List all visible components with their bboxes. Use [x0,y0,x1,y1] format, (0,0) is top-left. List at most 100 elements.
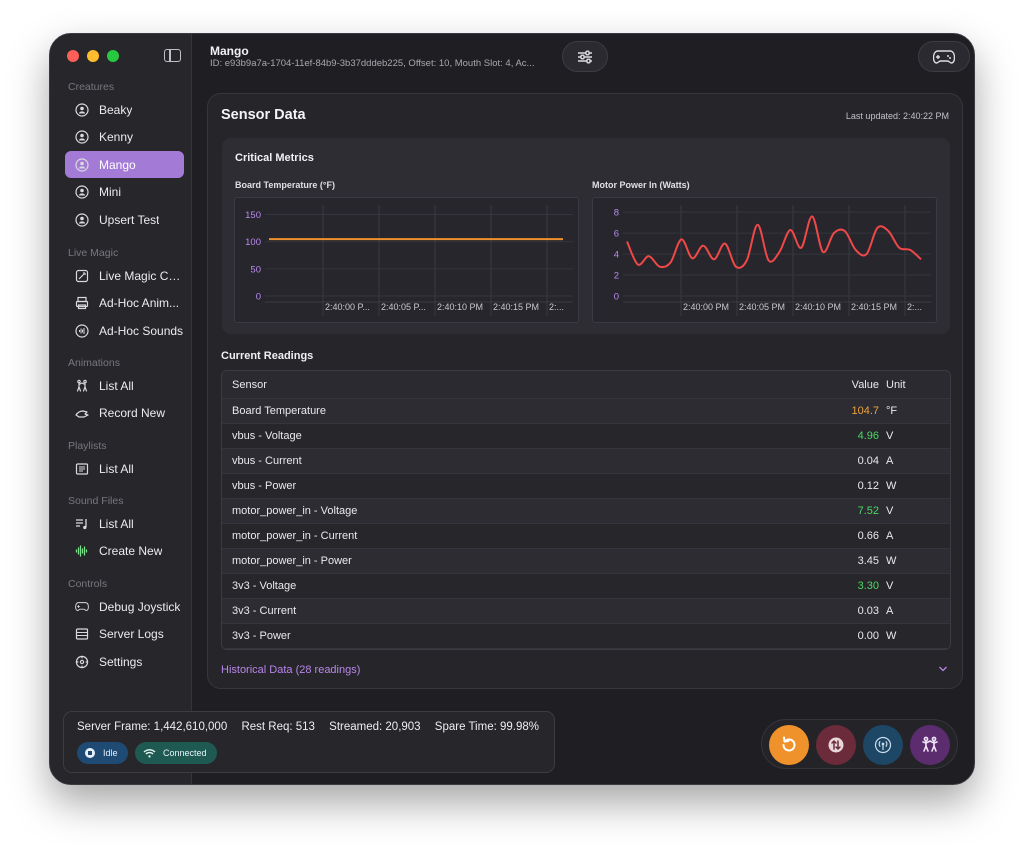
sidebar-item-kenny[interactable]: Kenny [65,124,184,151]
table-row[interactable]: vbus - Voltage 4.96 V [222,424,950,449]
table-header-row: Sensor Value Unit [222,371,950,399]
sensor-value: 4.96 [857,430,879,442]
sidebar-item-debug-joystick[interactable]: Debug Joystick [65,593,184,620]
header-sensor[interactable]: Sensor [232,378,267,391]
dance-icon [75,379,89,393]
sidebar-item-mango[interactable]: Mango [65,151,184,179]
sensor-name: vbus - Power [232,480,297,492]
sidebar-toggle-icon[interactable] [164,49,181,62]
sidebar-item-beaky[interactable]: Beaky [65,96,184,123]
table-row[interactable]: vbus - Power 0.12 W [222,474,950,499]
sensor-name: 3v3 - Power [232,630,291,642]
section-label: Playlists [68,440,107,452]
x-tick-label: 2:40:10 PM [795,302,841,312]
playlist-icon [75,462,89,476]
idle-label: Idle [103,748,118,758]
streamed-count: Streamed: 20,903 [329,721,421,733]
close-window-button[interactable] [67,50,79,62]
x-tick-label: 2:40:10 PM [437,302,483,312]
antenna-icon [874,736,892,754]
sound-icon [75,324,89,338]
zoom-window-button[interactable] [107,50,119,62]
refresh-icon [782,736,796,752]
sensor-unit: W [886,630,897,642]
table-row[interactable]: vbus - Current 0.04 A [222,449,950,474]
table-row[interactable]: 3v3 - Current 0.03 A [222,599,950,624]
sidebar-item-settings[interactable]: Settings [65,648,184,675]
panel-title: Sensor Data [221,107,306,123]
sidebar-item-record-new[interactable]: Record New [65,400,184,427]
x-tick-label: 2:... [549,302,564,312]
table-row[interactable]: motor_power_in - Power 3.45 W [222,549,950,574]
sensor-unit: A [886,455,894,467]
y-tick-label: 0 [256,292,261,303]
sidebar-item-list-all[interactable]: List All [65,372,184,399]
y-tick-label: 0 [614,292,619,303]
sidebar-item-ad-hoc-anim[interactable]: Ad-Hoc Anim... [65,290,184,317]
sensor-value: 0.03 [857,605,879,617]
gamepad-icon [933,49,955,64]
sidebar-item-list-all[interactable]: List All [65,455,184,482]
spare-time: Spare Time: 99.98% [434,721,539,733]
table-row[interactable]: motor_power_in - Voltage 7.52 V [222,499,950,524]
y-tick-label: 8 [614,208,619,219]
sensor-panel: Sensor Data Last updated: 2:40:22 PM Cri… [207,93,963,689]
sidebar-item-live-magic-co[interactable]: Live Magic Co... [65,262,184,289]
sidebar-item-server-logs[interactable]: Server Logs [65,621,184,648]
last-updated: Last updated: 2:40:22 PM [845,111,949,121]
printer-icon [75,296,89,310]
sidebar-item-label: Settings [99,654,143,669]
sidebar-item-mini[interactable]: Mini [65,179,184,206]
settings-sliders-button[interactable] [562,41,608,72]
sidebar-item-label: List All [99,378,134,393]
sidebar-item-label: List All [99,461,134,476]
sync-button[interactable] [816,725,856,765]
header-value[interactable]: Value [851,378,879,391]
gamepad-button[interactable] [918,41,970,72]
table-row[interactable]: 3v3 - Power 0.00 W [222,624,950,649]
sensor-unit: °F [886,405,898,417]
animate-button[interactable] [910,725,950,765]
sidebar-item-label: Mango [99,157,136,172]
table-row[interactable]: motor_power_in - Current 0.66 A [222,524,950,549]
sensor-value: 0.04 [857,455,879,467]
table-row[interactable]: 3v3 - Voltage 3.30 V [222,574,950,599]
y-tick-label: 50 [250,264,261,275]
sidebar: Creatures Beaky Kenny Mango Mini Upsert Test L… [50,34,192,784]
minimize-window-button[interactable] [87,50,99,62]
sidebar-item-label: Ad-Hoc Anim... [99,296,180,311]
historical-data-toggle[interactable]: Historical Data (28 readings) [221,664,361,676]
sensor-unit: W [886,555,897,567]
sidebar-item-upsert-test[interactable]: Upsert Test [65,206,184,233]
series-line [626,215,922,269]
gamepad-icon [75,600,89,614]
sidebar-item-create-new[interactable]: Create New [65,538,184,565]
creature-icon [75,213,89,227]
y-tick-label: 2 [614,271,619,282]
critical-metrics-card: Critical Metrics Board Temperature (°F) … [222,138,950,334]
sensor-name: 3v3 - Voltage [232,580,297,592]
sensor-unit: W [886,480,897,492]
sensor-unit: A [886,530,894,542]
y-tick-label: 4 [614,250,619,261]
table-row[interactable]: Board Temperature 104.7 °F [222,399,950,424]
x-tick-label: 2:40:15 PM [851,302,897,312]
metrics-title: Critical Metrics [235,152,314,164]
broadcast-button[interactable] [863,725,903,765]
sidebar-item-ad-hoc-sounds[interactable]: Ad-Hoc Sounds [65,317,184,344]
chevron-down-icon[interactable] [938,664,948,674]
arrows-swap-icon [828,737,844,753]
creature-icon [75,102,89,117]
chart-title-temperature: Board Temperature (°F) [235,180,335,190]
readings-table: Sensor Value Unit Board Temperature 104.7… [221,370,951,650]
sidebar-item-list-all[interactable]: List All [65,510,184,537]
section-label: Controls [68,578,108,590]
pause-icon [85,748,95,758]
sidebar-item-label: Upsert Test [99,212,160,227]
creature-icon [75,130,89,144]
creature-title: Mango [210,44,249,58]
sensor-name: vbus - Voltage [232,430,302,442]
sensor-unit: V [886,580,894,592]
reset-button[interactable] [769,725,809,765]
header-unit[interactable]: Unit [886,378,906,391]
